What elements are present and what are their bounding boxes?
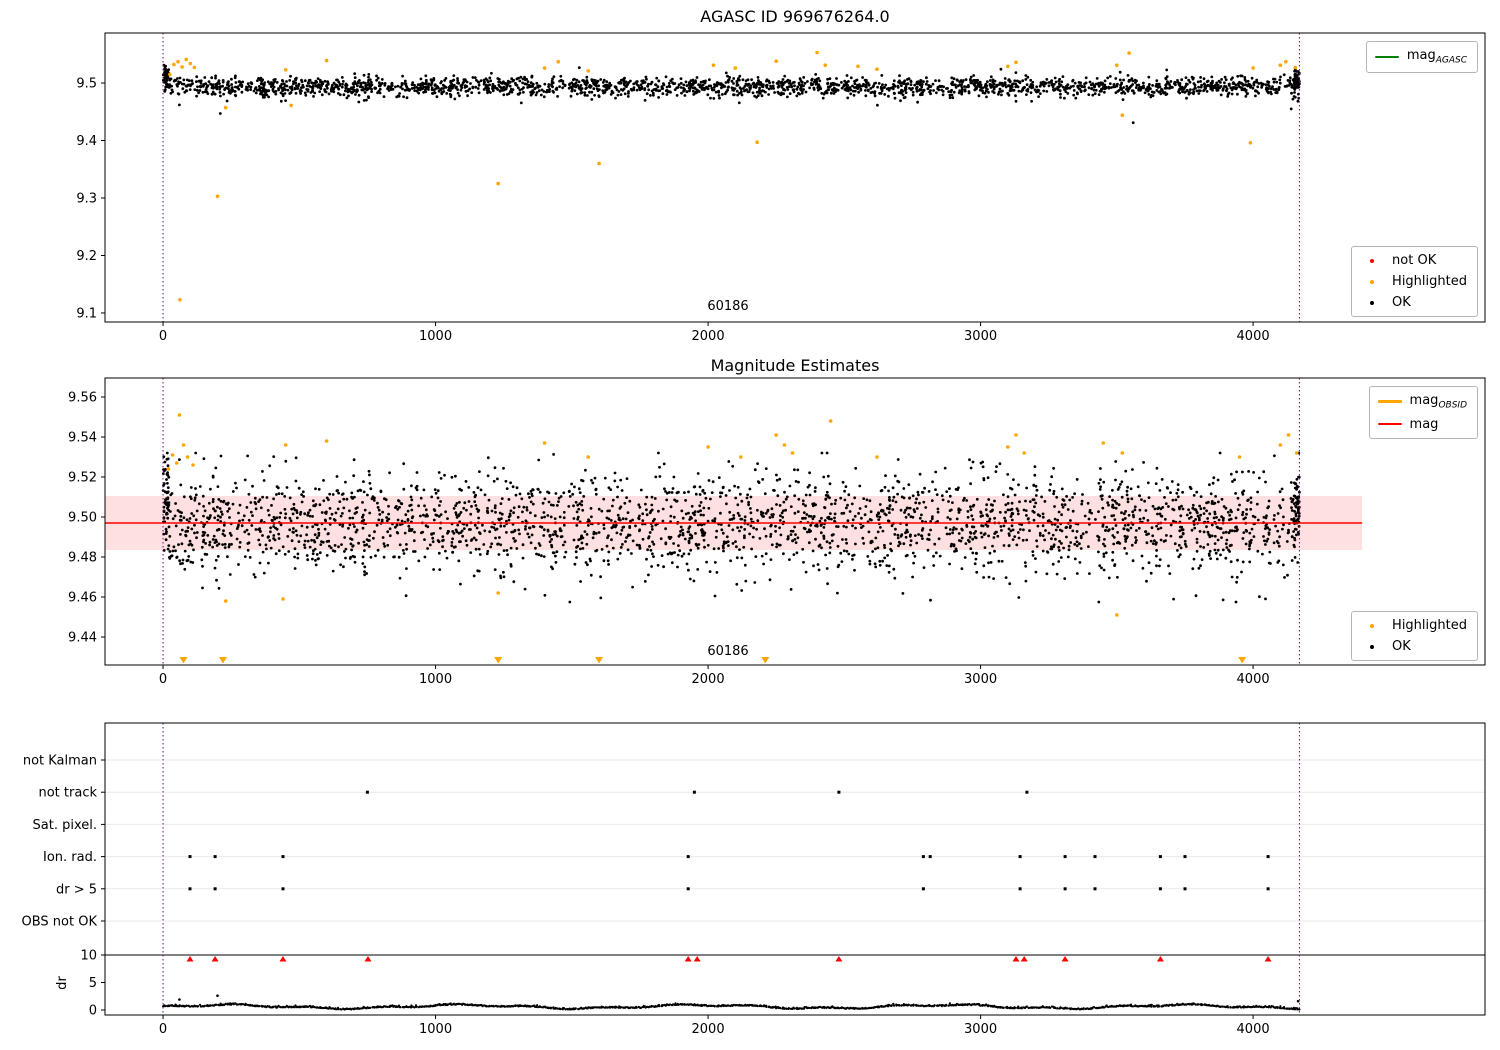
panel1-title: AGASC ID 969676264.0: [700, 7, 890, 26]
panel2-axes: 0 1000 2000 3000 4000: [104, 377, 1486, 687]
panel3-axes: 0 1000 2000 3000 4000: [104, 722, 1486, 1037]
legend-label: Highlighted: [1392, 618, 1467, 633]
panel1-ok-scatter: [163, 66, 1301, 107]
panel2-highlighted-scatter: [166, 413, 1299, 617]
panel2-clipped-low-markers: [179, 657, 1247, 664]
panel2-obsid-annotation: 60186: [707, 644, 749, 659]
legend-entry: Highlighted: [1360, 618, 1467, 633]
legend-label: not OK: [1392, 253, 1437, 268]
svg-text:9.2: 9.2: [76, 249, 97, 264]
svg-text:9.1: 9.1: [76, 306, 97, 321]
panel2-magnitude-estimates: 9.449.469.489.509.529.549.560 1000 2000 300…: [68, 377, 1486, 687]
svg-text:1000: 1000: [419, 329, 452, 344]
legend-label: OK: [1392, 639, 1411, 654]
legend-panel2-markers: Highlighted OK: [1351, 611, 1478, 661]
not-ok-dr-markers: [186, 956, 1272, 962]
panel2-ok-scatter: [162, 451, 1301, 604]
panel1-axes: 0 1000 2000 3000 4000: [104, 32, 1486, 344]
svg-text:9.3: 9.3: [76, 191, 97, 206]
svg-text:4000: 4000: [1237, 329, 1270, 344]
dr-trace: [162, 994, 1301, 1011]
legend-entry: OK: [1360, 639, 1467, 654]
legend-panel1-markers: not OK Highlighted OK: [1351, 246, 1478, 317]
legend-entry: OK: [1360, 295, 1467, 310]
legend-dot-swatch: [1360, 644, 1384, 649]
legend-line-swatch: [1377, 423, 1402, 426]
legend-dot-swatch: [1360, 279, 1384, 284]
legend-dot-swatch: [1360, 258, 1384, 263]
legend-entry: Highlighted: [1360, 274, 1467, 289]
panel1-agasc-mags: 9.1 9.2 9.3 9.4 9.5 0 1000 2000 3000 4000: [76, 32, 1486, 344]
svg-text:9.4: 9.4: [76, 134, 97, 149]
legend-label: mag: [1409, 416, 1439, 432]
svg-text:9.5: 9.5: [76, 77, 97, 92]
legend-line-swatch: [1377, 400, 1402, 404]
legend-label: OK: [1392, 295, 1411, 310]
svg-text:0: 0: [159, 329, 167, 344]
panel1-highlighted-scatter: [168, 50, 1298, 302]
legend-label: magOBSID: [1409, 393, 1467, 411]
legend-entry: magAGASC: [1374, 48, 1467, 66]
legend-entry: not OK: [1360, 253, 1467, 268]
flag-markers: [188, 790, 1270, 891]
legend-label: Highlighted: [1392, 274, 1467, 289]
panel3-grid: [105, 759, 1485, 922]
svg-text:2000: 2000: [692, 329, 725, 344]
panel2-title: Magnitude Estimates: [710, 356, 880, 375]
legend-label: magAGASC: [1406, 48, 1467, 66]
panel1-obsid-annotation: 60186: [707, 299, 749, 314]
legend-entry: magOBSID: [1377, 393, 1467, 411]
legend-entry: mag: [1377, 416, 1467, 432]
legend-mag-agasc: magAGASC: [1365, 41, 1478, 73]
legend-dot-swatch: [1360, 623, 1384, 628]
legend-dot-swatch: [1360, 300, 1384, 305]
legend-panel2-lines: magOBSID mag: [1368, 386, 1478, 439]
svg-text:3000: 3000: [964, 329, 997, 344]
legend-line-swatch: [1374, 55, 1399, 58]
